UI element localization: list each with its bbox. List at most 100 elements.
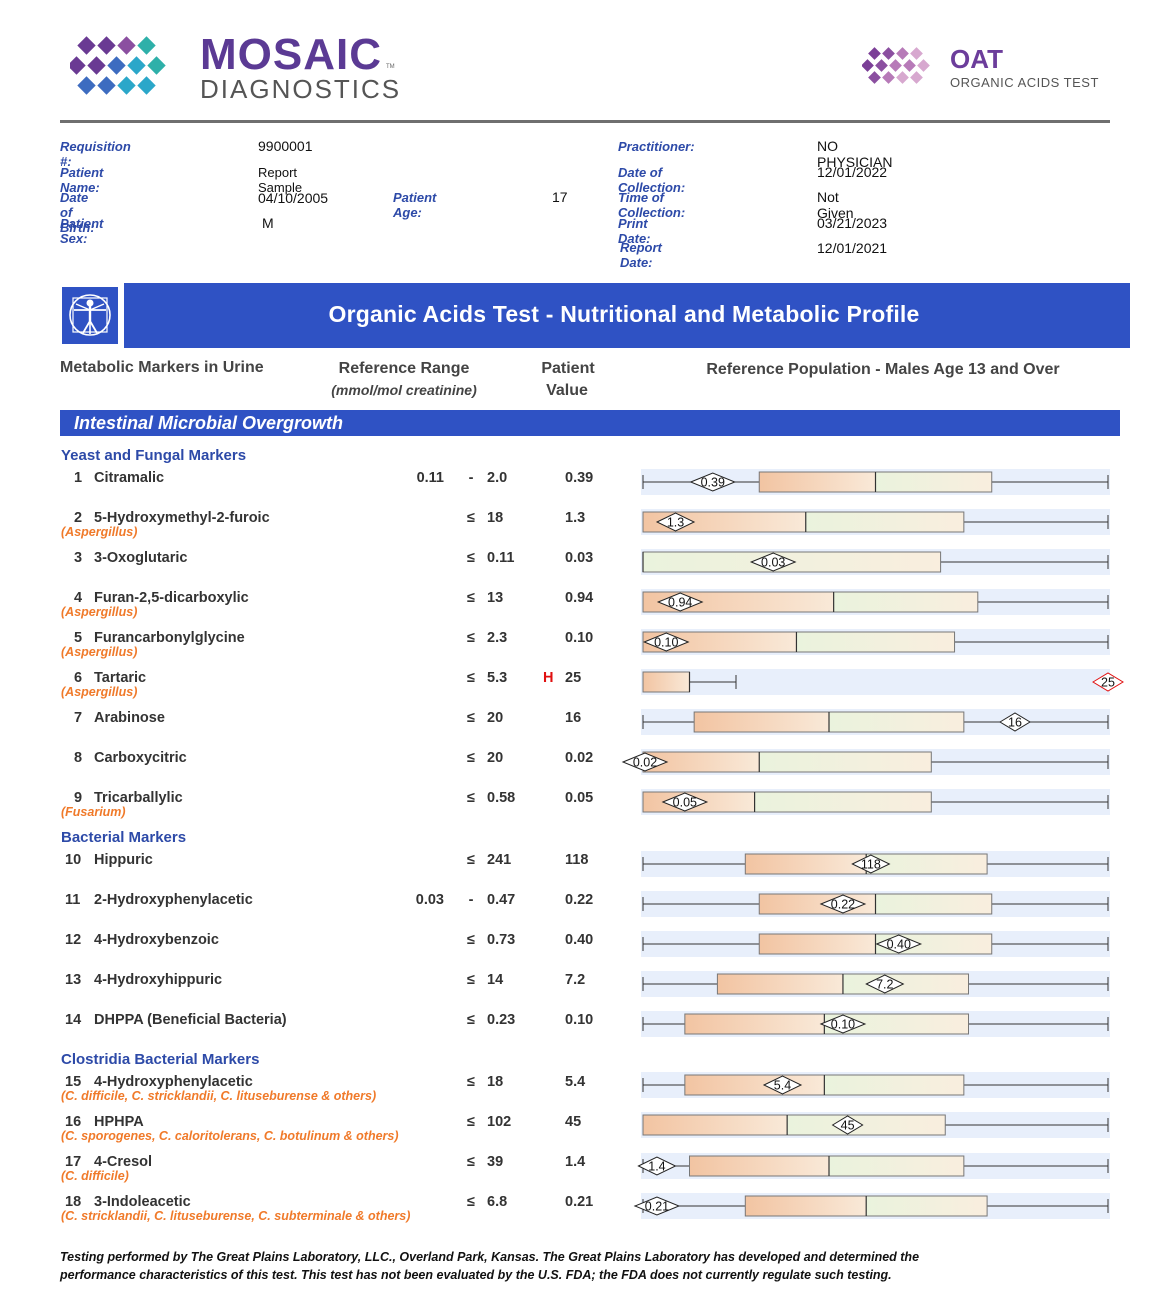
patient-value: 0.02: [565, 750, 594, 766]
patient-value: 1.3: [565, 510, 586, 526]
range-separator: ≤: [467, 972, 475, 988]
oat-subtitle: ORGANIC ACIDS TEST: [950, 75, 1099, 90]
box-upper-half: [754, 792, 932, 812]
marker-name: 4-Hydroxyhippuric: [94, 972, 223, 988]
marker-name: Hippuric: [94, 852, 153, 868]
box-lower-half: [643, 632, 797, 652]
patient-value-label: 0.05: [673, 796, 697, 810]
marker-name: DHPPA (Beneficial Bacteria): [94, 1012, 287, 1028]
group-bacterial: Bacterial Markers: [61, 829, 187, 846]
marker-name: HPHPA: [94, 1114, 144, 1130]
box-outline: [684, 1013, 969, 1035]
patient-value: 16: [565, 710, 582, 726]
requisition-label: Requisition #:: [60, 139, 131, 169]
marker-number: 13: [65, 972, 82, 988]
collection-date-label: Date of Collection:: [618, 165, 686, 195]
group-yeast-fungal: Yeast and Fungal Markers: [61, 447, 247, 464]
patient-value: 0.39: [565, 470, 594, 486]
patient-value-label: 0.22: [831, 898, 855, 912]
range-separator: ≤: [467, 710, 475, 726]
patient-value: 0.22: [565, 892, 594, 908]
collection-date-value: 12/01/2022: [817, 164, 888, 180]
patient-value-diamond: [633, 1196, 681, 1216]
marker-organism: (C. difficile): [61, 1169, 129, 1183]
patient-value-label: 0.21: [645, 1200, 669, 1214]
range-separator: ≤: [467, 1114, 475, 1130]
range-high: 102: [487, 1114, 512, 1130]
patient-value: 5.4: [565, 1074, 586, 1090]
patient-value: 7.2: [565, 972, 586, 988]
patient-value-diamond: [642, 632, 690, 652]
patient-value: 118: [565, 852, 589, 868]
marker-organism: (C. difficile, C. stricklandii, C. litus…: [61, 1089, 377, 1103]
range-low: 0.03: [415, 892, 444, 908]
marker-name: Furancarbonylglycine: [94, 630, 245, 646]
marker-number: 12: [65, 932, 82, 948]
range-separator: ≤: [467, 1194, 475, 1210]
patient-value-diamond: [831, 1115, 864, 1135]
collection-time-label: Time of Collection:: [618, 190, 686, 220]
section-bar: [60, 410, 1120, 436]
range-separator: ≤: [467, 630, 475, 646]
marker-name: 4-Hydroxybenzoic: [94, 932, 219, 948]
box-outline: [642, 791, 932, 813]
marker-number: 6: [74, 670, 83, 686]
box-lower-half: [684, 1075, 825, 1095]
patient-value: 25: [565, 670, 582, 686]
range-high: 39: [487, 1154, 504, 1170]
box-lower-half: [643, 1115, 788, 1135]
range-separator: -: [468, 470, 474, 486]
marker-number: 2: [74, 510, 83, 526]
range-separator: ≤: [467, 790, 475, 806]
patient-value-label: 0.02: [633, 756, 657, 770]
col-header-units: (mmol/mol creatinine): [331, 382, 477, 398]
patient-value-label: 0.03: [761, 556, 785, 570]
range-low: 0.11: [416, 470, 444, 486]
box-outline: [642, 511, 965, 533]
box-upper-half: [824, 1075, 964, 1095]
range-high: 20: [487, 750, 504, 766]
report-date-label: Report Date:: [620, 240, 662, 270]
profile-banner: [124, 283, 1130, 348]
box-outline: [642, 1114, 946, 1136]
range-separator: ≤: [467, 1074, 475, 1090]
dob-value: 04/10/2005: [258, 190, 329, 206]
requisition-value: 9900001: [258, 138, 313, 154]
marker-organism: (Aspergillus): [61, 645, 138, 659]
marker-name: 2-Hydroxyphenylacetic: [94, 892, 253, 908]
marker-name: 3-Indoleacetic: [94, 1194, 191, 1210]
range-separator: ≤: [467, 1012, 475, 1028]
logo-mosaic-text: MOSAIC: [200, 30, 382, 79]
patient-value-diamond: [865, 974, 905, 994]
marker-organism: (C. sporogenes, C. caloritolerans, C. bo…: [61, 1129, 399, 1143]
marker-name: 4-Cresol: [94, 1154, 153, 1170]
patient-value-diamond: [655, 512, 696, 532]
patient-value-diamond: [661, 792, 709, 812]
range-high: 13: [487, 590, 504, 606]
box-lower-half: [745, 1196, 867, 1216]
marker-name: Furan-2,5-dicarboxylic: [94, 590, 249, 606]
marker-number: 5: [74, 630, 83, 646]
range-separator: ≤: [467, 1154, 475, 1170]
marker-name: 4-Hydroxyphenylacetic: [94, 1074, 253, 1090]
dob-label: Date of Birth:: [60, 190, 95, 235]
box-upper-half: [833, 592, 978, 612]
range-high: 241: [487, 852, 512, 868]
marker-organism: (Aspergillus): [61, 605, 138, 619]
marker-organism: (Fusarium): [61, 805, 126, 819]
range-high: 6.8: [487, 1194, 508, 1210]
range-separator: -: [468, 892, 474, 908]
range-high: 2.3: [487, 630, 508, 646]
oat-logo-mark: [862, 47, 930, 84]
report-date-value: 12/01/2021: [817, 240, 888, 256]
box-outline: [642, 591, 979, 613]
patient-value-label: 0.39: [701, 476, 725, 490]
print-date-label: Print Date:: [618, 216, 651, 246]
box-lower-half: [717, 974, 843, 994]
range-separator: ≤: [467, 852, 475, 868]
patient-value: 0.10: [565, 1012, 594, 1028]
patient-value-diamond: [875, 934, 923, 954]
marker-organism: (Aspergillus): [61, 685, 138, 699]
box-upper-half: [796, 632, 955, 652]
